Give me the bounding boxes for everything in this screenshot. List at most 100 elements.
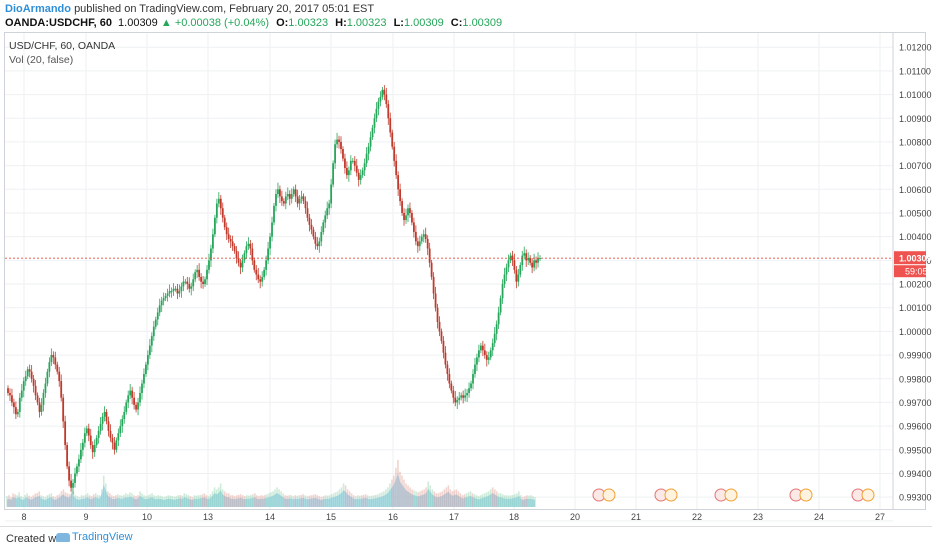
candle-body [99,423,102,431]
economic-event-icon[interactable] [789,488,813,502]
candle-body [302,196,305,202]
volume-bar [159,495,161,507]
candle-body [125,402,128,412]
candle-body [237,257,240,263]
volume-bar [125,493,127,507]
countdown-label: 59:05 [905,267,928,277]
candle-body [78,459,80,467]
candle-body [48,362,51,372]
volume-bar [469,491,472,507]
volume-bar [497,493,500,507]
volume-bar [526,495,528,507]
volume-bar [52,496,55,507]
candle-body [60,381,63,398]
volume-bar [534,497,536,507]
economic-event-icon[interactable] [851,488,875,502]
candle-body [361,170,364,176]
candle-body [275,194,277,206]
symbol-ohlc-line: OANDA:USDCHF, 60 1.00309 ▲ +0.00038 (+0.… [5,17,502,29]
volume-bar [256,495,258,507]
volume-bar [389,483,391,507]
candle-body [399,189,402,202]
candle-body [448,374,451,384]
candle-body [127,395,130,403]
volume-bar [443,489,446,507]
candle-body [7,388,9,393]
candle-body [196,269,199,273]
volume-bar [370,495,373,507]
candle-body [424,234,427,240]
candle-body [499,298,502,313]
candle-body [210,248,212,261]
volume-bar [246,495,248,507]
volume-bar [76,496,79,507]
volume-bar [24,494,26,507]
candle-body [261,276,264,282]
candle-body [221,208,224,218]
candle-body [269,236,271,249]
high-label: H: [335,17,347,29]
tradingview-brand[interactable]: TradingView [56,531,133,543]
close-label: C: [450,17,463,29]
volume-bar [42,496,45,507]
y-tick-label: 1.00700 [899,161,932,171]
candle-body [251,248,254,261]
tradingview-cloud-icon [56,532,70,542]
candle-body [89,435,92,446]
volume-bar [209,494,212,507]
candle-body [391,132,394,147]
volume-bar [163,497,165,507]
volume-bar [493,489,496,507]
candle-body [81,442,84,450]
candle-body [139,392,141,403]
price-chart[interactable]: 1.01200 1.01100 1.01000 1.00900 1.00800 1.007… [0,0,932,526]
volume-bar [133,495,135,507]
candle-body [38,402,41,412]
volume-bar [66,493,69,507]
x-tick-label: 15 [326,512,336,522]
volume-bar [437,493,440,507]
price-change: +0.00038 (+0.04%) [174,17,269,29]
candle-body [133,397,136,405]
volume-bar [197,495,200,507]
candle-body [436,307,439,322]
candle-body [332,163,335,185]
y-tick-label: 1.00600 [899,185,932,195]
candle-body [326,208,329,216]
candle-body [253,260,256,270]
candle-body [282,201,285,204]
economic-event-icon[interactable] [654,488,678,502]
candle-body [243,253,246,261]
author-link[interactable]: DioArmando [5,3,71,15]
volume-bar [316,495,319,507]
candle-body [493,333,496,344]
tradingview-brand-label: TradingView [72,531,133,543]
candle-body [519,265,522,275]
volume-bar [129,492,131,507]
candle-body [401,201,403,213]
volume-bar [32,495,34,507]
volume-bar [22,497,24,507]
economic-event-icon[interactable] [592,488,616,502]
volume-bar [383,491,385,507]
candle-body [121,419,124,427]
published-text: published on TradingView.com, February 2… [74,3,375,15]
volume-bar [284,495,286,507]
volume-area [7,473,535,507]
candle-body [158,305,161,313]
candle-body [458,397,461,401]
candle-body [300,196,303,199]
candle-body [533,260,535,268]
candle-body [56,364,59,372]
close-value: 1.00309 [462,17,503,29]
candle-body [137,402,139,410]
volume-bar [244,496,246,507]
volume-bar [64,492,67,507]
economic-event-icon[interactable] [714,488,738,502]
candle-body [472,374,474,384]
volume-bar [139,491,141,507]
volume-bar [274,489,276,507]
candle-body [277,189,279,195]
volume-bar [505,495,508,507]
candle-body [223,217,226,228]
